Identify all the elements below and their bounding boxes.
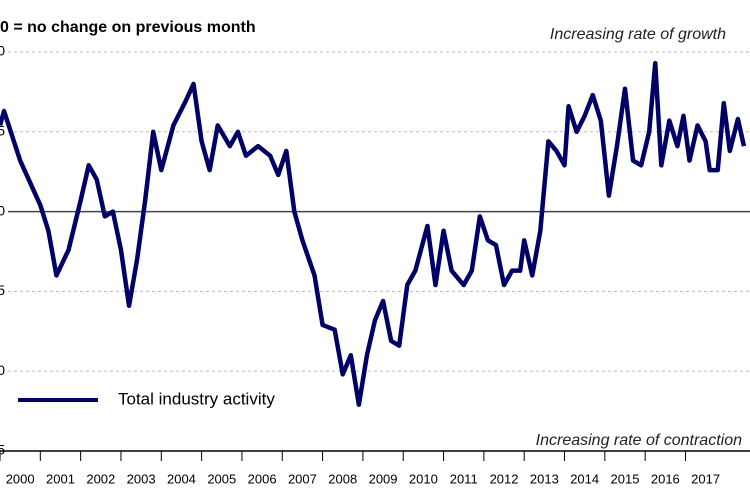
- annotation: Increasing rate of growth: [550, 26, 726, 43]
- x-tick-label: 2007: [288, 471, 317, 486]
- y-tick-label: 40: [0, 362, 5, 378]
- y-tick-label: 35: [0, 442, 5, 458]
- x-tick-label: 2012: [490, 471, 519, 486]
- x-tick-label: 2017: [691, 471, 720, 486]
- legend-label: Total industry activity: [118, 389, 275, 408]
- y-tick-label: 45: [0, 282, 5, 298]
- x-tick-label: 2005: [207, 471, 236, 486]
- x-tick-label: 2003: [127, 471, 156, 486]
- x-tick-label: 2001: [46, 471, 75, 486]
- chart-title: 0 = no change on previous month: [0, 19, 256, 36]
- y-tick-label: 50: [0, 202, 5, 218]
- x-tick-label: 2016: [651, 471, 680, 486]
- data-line: [0, 60, 747, 407]
- x-tick-label: 2011: [450, 471, 478, 486]
- annotation: Increasing rate of contraction: [536, 432, 742, 449]
- x-tick-label: 2006: [248, 471, 277, 486]
- y-tick-label: 55: [0, 123, 5, 139]
- x-tick-label: 2009: [369, 471, 398, 486]
- x-tick-label: 2010: [409, 471, 438, 486]
- x-tick-label: 2013: [530, 471, 559, 486]
- x-tick-label: 2008: [328, 471, 357, 486]
- x-tick-label: 2000: [6, 471, 35, 486]
- x-tick-label: 2015: [611, 471, 640, 486]
- y-tick-label: 60: [0, 43, 5, 59]
- x-tick-label: 2002: [86, 471, 115, 486]
- x-tick-label: 2004: [167, 471, 196, 486]
- x-tick-label: 2014: [570, 471, 599, 486]
